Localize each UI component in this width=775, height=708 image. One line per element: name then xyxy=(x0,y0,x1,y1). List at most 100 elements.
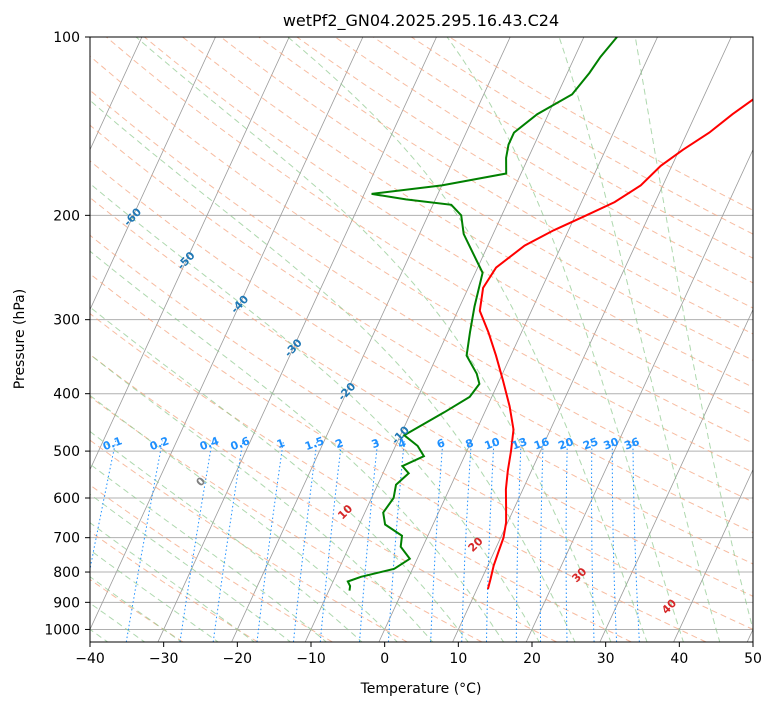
moist-adiabat-line xyxy=(90,430,363,642)
dry-adiabat-line xyxy=(296,37,753,309)
profile-lines xyxy=(346,37,753,591)
x-tick-label: 20 xyxy=(523,651,541,667)
mixing-ratio-label: 6 xyxy=(435,436,447,451)
mixing-ratio-label: 3 xyxy=(370,436,382,451)
dry-adiabat-line xyxy=(90,234,753,630)
dry-adiabat-line xyxy=(90,312,632,642)
mixing-ratio-label: 4 xyxy=(396,436,408,451)
mixing-ratio-line xyxy=(179,440,213,642)
y-tick-label: 600 xyxy=(53,491,80,507)
mixing-ratio-label: 25 xyxy=(581,435,600,452)
background-reference-lines xyxy=(90,37,753,642)
mixing-ratio-label: 10 xyxy=(483,435,502,453)
isotherm-line xyxy=(525,148,753,642)
mixing-ratio-line xyxy=(632,440,640,642)
mixing-ratio-line xyxy=(387,440,405,642)
y-axis-label: Pressure (hPa) xyxy=(12,289,28,389)
y-tick-label: 100 xyxy=(53,30,80,46)
isotherm-line xyxy=(378,37,658,642)
x-tick-label: 40 xyxy=(670,651,688,667)
dry-adiabat-line xyxy=(144,37,753,416)
moist-adiabat-line xyxy=(446,37,684,642)
mixing-ratio-line xyxy=(125,440,163,642)
x-tick-label: −40 xyxy=(75,651,105,667)
isotherm-line xyxy=(452,37,732,642)
x-tick-label: 10 xyxy=(449,651,467,667)
mixing-ratio-label: 0.2 xyxy=(148,434,171,453)
moist-adiabat-line xyxy=(287,37,648,642)
x-tick-label: −20 xyxy=(223,651,253,667)
y-tick-label: 1000 xyxy=(44,622,80,638)
mixing-ratio-line xyxy=(319,440,343,642)
dry-adiabat-line xyxy=(90,353,557,642)
mixing-ratio-line xyxy=(256,440,284,642)
dry-adiabat-line xyxy=(90,89,753,503)
mixing-ratio-label: 13 xyxy=(510,435,529,452)
moist-adiabat-line xyxy=(634,37,753,632)
mixing-ratio-line xyxy=(515,440,522,642)
mixing-ratio-line xyxy=(359,440,379,642)
y-tick-label: 700 xyxy=(53,531,80,547)
temperature-profile-line xyxy=(478,98,753,590)
mixing-ratio-label: 1.5 xyxy=(303,434,326,453)
mixing-ratio-label: 0.6 xyxy=(229,434,252,453)
mixing-ratio-line xyxy=(539,440,544,642)
mixing-ratio-label: 0.4 xyxy=(198,434,221,453)
chart-title: wetPf2_GN04.2025.295.16.43.C24 xyxy=(283,11,559,31)
mixing-ratio-label: 0.1 xyxy=(101,434,124,453)
moist-adiabat-line xyxy=(135,37,612,642)
dry-adiabat-line xyxy=(90,396,483,642)
isotherm-line xyxy=(157,37,437,642)
mixing-ratio-line xyxy=(611,440,618,642)
mixing-ratio-label: 2 xyxy=(333,436,345,451)
isotherm-line xyxy=(673,468,753,642)
x-tick-label: −30 xyxy=(149,651,179,667)
moist-adiabat-line xyxy=(90,306,469,642)
mixing-ratio-line xyxy=(430,440,444,642)
moist-adiabat-line xyxy=(90,394,399,642)
isotherm-line xyxy=(599,308,753,642)
y-tick-label: 900 xyxy=(53,595,80,611)
mixing-ratio-label: 8 xyxy=(464,436,476,451)
mixing-ratio-line xyxy=(565,440,568,642)
plot-frame xyxy=(89,36,754,643)
mixing-ratio-label: 20 xyxy=(556,435,575,453)
y-tick-label: 400 xyxy=(53,387,80,403)
x-tick-label: 50 xyxy=(744,651,762,667)
moist-adiabat-line xyxy=(90,576,183,642)
isotherm-line xyxy=(90,37,216,311)
moist-adiabat-line xyxy=(90,182,540,642)
mixing-ratio-label: 36 xyxy=(622,435,641,453)
dry-adiabat-line xyxy=(182,37,753,388)
dry-adiabat-line xyxy=(90,196,753,597)
y-tick-label: 800 xyxy=(53,565,80,581)
axes: −40 −30 −20 −10 0 10 20 30 40 5010020030040050060… xyxy=(44,30,762,667)
isotherm-line xyxy=(90,37,364,631)
moist-adiabat-line xyxy=(90,99,576,642)
y-tick-label: 200 xyxy=(53,208,80,224)
x-axis-label: Temperature (°C) xyxy=(360,681,482,697)
dry-adiabat-line xyxy=(258,37,753,335)
y-tick-label: 300 xyxy=(53,313,80,329)
mixing-ratio-line xyxy=(486,440,495,642)
y-tick-label: 500 xyxy=(53,444,80,460)
moist-adiabat-line xyxy=(90,522,256,642)
dry-adiabat-line xyxy=(90,124,753,534)
x-tick-label: −10 xyxy=(296,651,326,667)
mixing-ratio-label: 30 xyxy=(602,435,621,453)
isotherm-line xyxy=(90,37,290,471)
mixing-ratio-label: 1 xyxy=(275,436,287,451)
mixing-ratio-line xyxy=(293,440,318,642)
mixing-ratio-label: 16 xyxy=(532,435,551,453)
dry-adiabat-line xyxy=(90,439,408,642)
mixing-ratio-line xyxy=(212,440,244,642)
x-tick-label: 0 xyxy=(380,651,389,667)
dewpoint-profile-line xyxy=(346,37,618,591)
moist-adiabat-line xyxy=(558,37,721,642)
moist-adiabat-line xyxy=(90,549,219,642)
mixing-ratio-line xyxy=(591,440,595,642)
isotherm-line xyxy=(90,37,143,151)
dry-adiabat-line xyxy=(90,160,753,565)
